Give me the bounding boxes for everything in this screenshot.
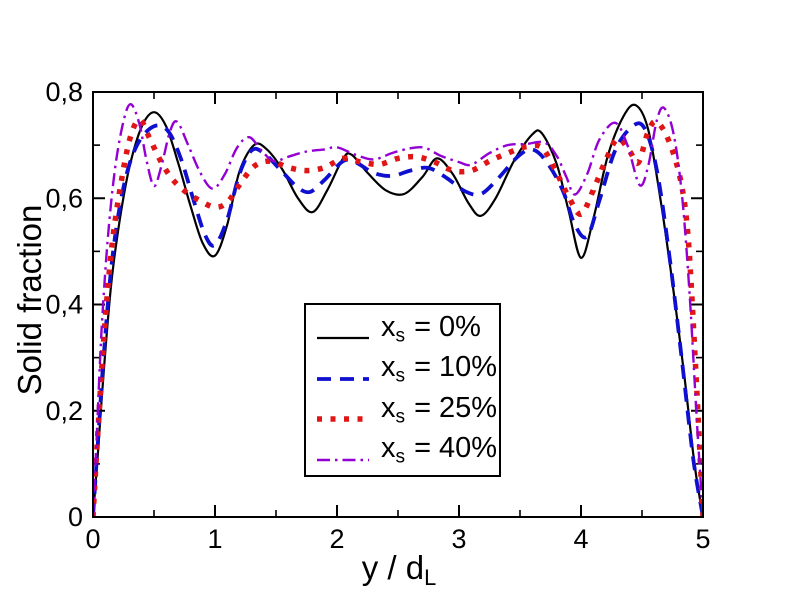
legend-label: xs = 25% (381, 391, 498, 428)
x-tick-label: 1 (207, 524, 222, 554)
x-axis-title: y / dL (362, 549, 436, 591)
legend-label: xs = 0% (381, 311, 481, 347)
x-tick-label: 4 (573, 524, 588, 554)
series-curve-dotted (92, 116, 704, 518)
series-curve-dashdot (92, 103, 704, 518)
x-tick-label: 5 (695, 524, 710, 554)
legend-item-xs-10: xs = 10% (316, 351, 499, 387)
legend-line-sample-dashed (316, 363, 370, 381)
legend-line-sample-solid (316, 322, 370, 340)
legend-label: xs = 10% (381, 351, 498, 387)
x-tick-label: 2 (329, 524, 344, 554)
y-tick-label: 0,4 (45, 290, 83, 320)
x-tick-label: 3 (451, 524, 466, 554)
x-axis-title-subscript: L (424, 565, 437, 591)
x-tick-label: 0 (85, 524, 100, 554)
series-curve-solid (92, 103, 704, 518)
y-tick-label: 0,6 (45, 183, 83, 213)
legend-item-xs-0: xs = 0% (316, 313, 499, 345)
legend: xs = 0% xs = 10% xs = 25% xs = 40% (304, 303, 501, 477)
x-axis-title-main: y / d (361, 549, 425, 586)
legend-item-xs-25: xs = 25% (316, 391, 499, 428)
y-axis-title: Solid fraction (11, 204, 48, 396)
legend-line-sample-dotted (316, 403, 370, 422)
y-tick-label: 0,2 (45, 396, 83, 426)
y-tick-label: 0,8 (45, 77, 83, 107)
legend-item-xs-40: xs = 40% (316, 432, 499, 468)
plot-frame (92, 91, 704, 518)
legend-line-sample-dashdot (316, 444, 370, 461)
series-curve-dashed (92, 121, 704, 518)
legend-label: xs = 40% (381, 432, 498, 468)
y-tick-label: 0 (68, 502, 83, 532)
